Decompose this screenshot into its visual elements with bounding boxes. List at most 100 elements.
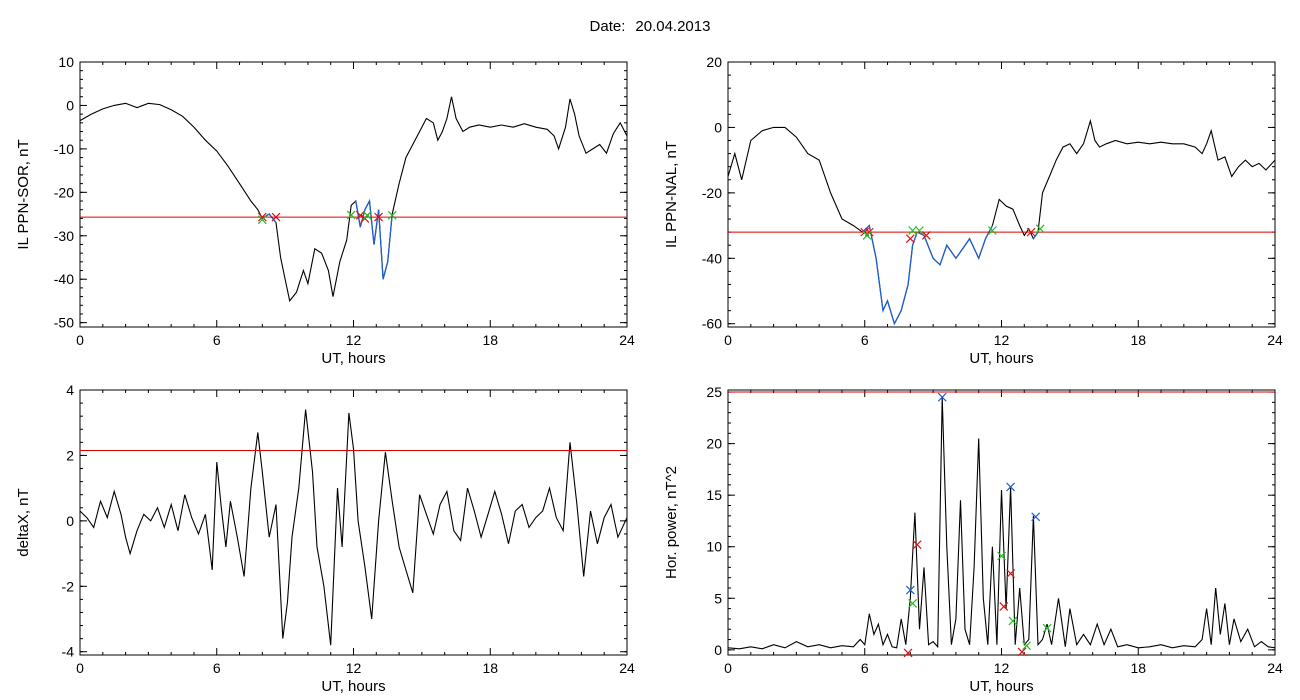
x-tick-label: 24 [619, 332, 635, 348]
y-tick-label: -60 [702, 316, 722, 332]
x-tick-label: 12 [994, 332, 1010, 348]
event-marker [1006, 482, 1016, 492]
event-marker [1022, 641, 1031, 651]
x-tick-label: 18 [482, 660, 498, 676]
event-marker [271, 212, 281, 222]
event-marker [1031, 512, 1041, 522]
y-tick-label: 0 [66, 97, 74, 113]
y-tick-label: 4 [66, 382, 74, 398]
x-tick-label: 12 [994, 660, 1010, 676]
x-tick-label: 0 [724, 332, 732, 348]
event-marker [1006, 569, 1016, 578]
event-marker [908, 226, 918, 235]
y-tick-label: -20 [54, 184, 74, 200]
highlight-segment [355, 198, 393, 280]
x-tick-label: 0 [76, 332, 84, 348]
y-axis-label: IL PPN-SOR, nT [15, 139, 32, 249]
highlight-segment [862, 224, 993, 326]
event-marker [915, 226, 924, 235]
event-marker [862, 230, 872, 240]
panel-bottom-left: 0 6 12 18 24 4 2 0 -2 -4 UT, hours deltaX, nT [15, 382, 635, 695]
x-tick-label: 18 [482, 332, 498, 348]
event-marker [362, 210, 372, 220]
date-label: Date: [589, 18, 626, 35]
event-marker [903, 648, 913, 658]
x-tick-label: 24 [619, 660, 635, 676]
x-tick-label: 6 [213, 660, 221, 676]
highlight-segment [1032, 231, 1039, 240]
event-marker [355, 210, 365, 220]
event-marker [912, 540, 922, 550]
series-line [728, 118, 1275, 326]
y-axis-label: Hor. power, nT^2 [663, 466, 680, 579]
y-tick-label: -20 [702, 185, 722, 201]
event-marker [905, 585, 915, 595]
event-marker [908, 599, 918, 608]
x-axis-label: UT, hours [321, 678, 385, 695]
event-marker [1035, 224, 1045, 234]
event-marker [987, 226, 997, 235]
y-tick-label: 0 [714, 119, 722, 135]
y-tick-label: 5 [714, 590, 722, 606]
x-tick-label: 18 [1130, 332, 1146, 348]
event-marker [387, 210, 397, 220]
x-tick-label: 6 [861, 332, 869, 348]
y-tick-label: 0 [66, 513, 74, 529]
series-line [80, 409, 627, 646]
x-axis-label: UT, hours [321, 350, 385, 367]
date-title: Date: 20.04.2013 [0, 18, 1300, 35]
x-tick-label: 6 [213, 332, 221, 348]
x-tick-label: 6 [861, 660, 869, 676]
x-tick-label: 0 [724, 660, 732, 676]
y-tick-label: -4 [62, 644, 75, 660]
y-tick-label: 0 [714, 642, 722, 658]
date-value: 20.04.2013 [635, 18, 711, 35]
plot-area [80, 409, 627, 646]
y-tick-label: 10 [706, 539, 722, 555]
event-marker [1008, 616, 1018, 626]
x-tick-label: 12 [346, 332, 362, 348]
y-tick-label: -10 [54, 141, 74, 157]
x-axis-label: UT, hours [969, 350, 1033, 367]
x-tick-label: 0 [76, 660, 84, 676]
panel-top-right: 0 6 12 18 24 20 0 -20 -40 -60 UT, hours IL PPN-NAL,… [663, 54, 1283, 367]
y-tick-label: 2 [66, 447, 74, 463]
event-marker [346, 210, 356, 220]
y-axis-label: IL PPN-NAL, nT [663, 141, 680, 248]
series-line [80, 96, 627, 303]
y-tick-label: 10 [58, 54, 74, 70]
y-axis-label: deltaX, nT [15, 488, 32, 556]
plot-area [728, 397, 1275, 650]
y-tick-label: 20 [706, 436, 722, 452]
y-tick-label: 20 [706, 54, 722, 70]
plot-frame [79, 61, 628, 328]
y-tick-label: -50 [54, 315, 74, 331]
event-marker [1026, 227, 1036, 237]
event-marker [999, 602, 1009, 611]
event-marker [937, 392, 947, 402]
plot-area [728, 118, 1275, 326]
panel-top-left: 0 6 12 18 24 10 0 -10 -20 -30 -40 -50 UT, hours IL PP… [15, 54, 635, 367]
series-line [728, 397, 1275, 650]
event-marker [997, 551, 1006, 561]
event-marker [257, 212, 267, 222]
event-marker [1042, 623, 1052, 633]
plot-area [80, 96, 627, 303]
x-tick-label: 24 [1267, 660, 1283, 676]
y-tick-label: -40 [702, 250, 722, 266]
y-tick-label: 25 [706, 384, 722, 400]
event-marker [257, 215, 267, 225]
event-marker [921, 230, 931, 240]
y-tick-label: -30 [54, 228, 74, 244]
x-tick-label: 18 [1130, 660, 1146, 676]
event-marker [905, 234, 915, 244]
panel-bottom-right: 0 6 12 18 24 25 20 15 10 5 0 UT, hours Hor. power, n… [663, 384, 1283, 695]
plot-frame [727, 389, 1276, 656]
y-tick-label: -40 [54, 271, 74, 287]
plot-frame [727, 61, 1276, 328]
event-marker [1017, 647, 1027, 657]
event-marker [374, 212, 383, 222]
x-axis-label: UT, hours [969, 678, 1033, 695]
x-tick-label: 24 [1267, 332, 1283, 348]
